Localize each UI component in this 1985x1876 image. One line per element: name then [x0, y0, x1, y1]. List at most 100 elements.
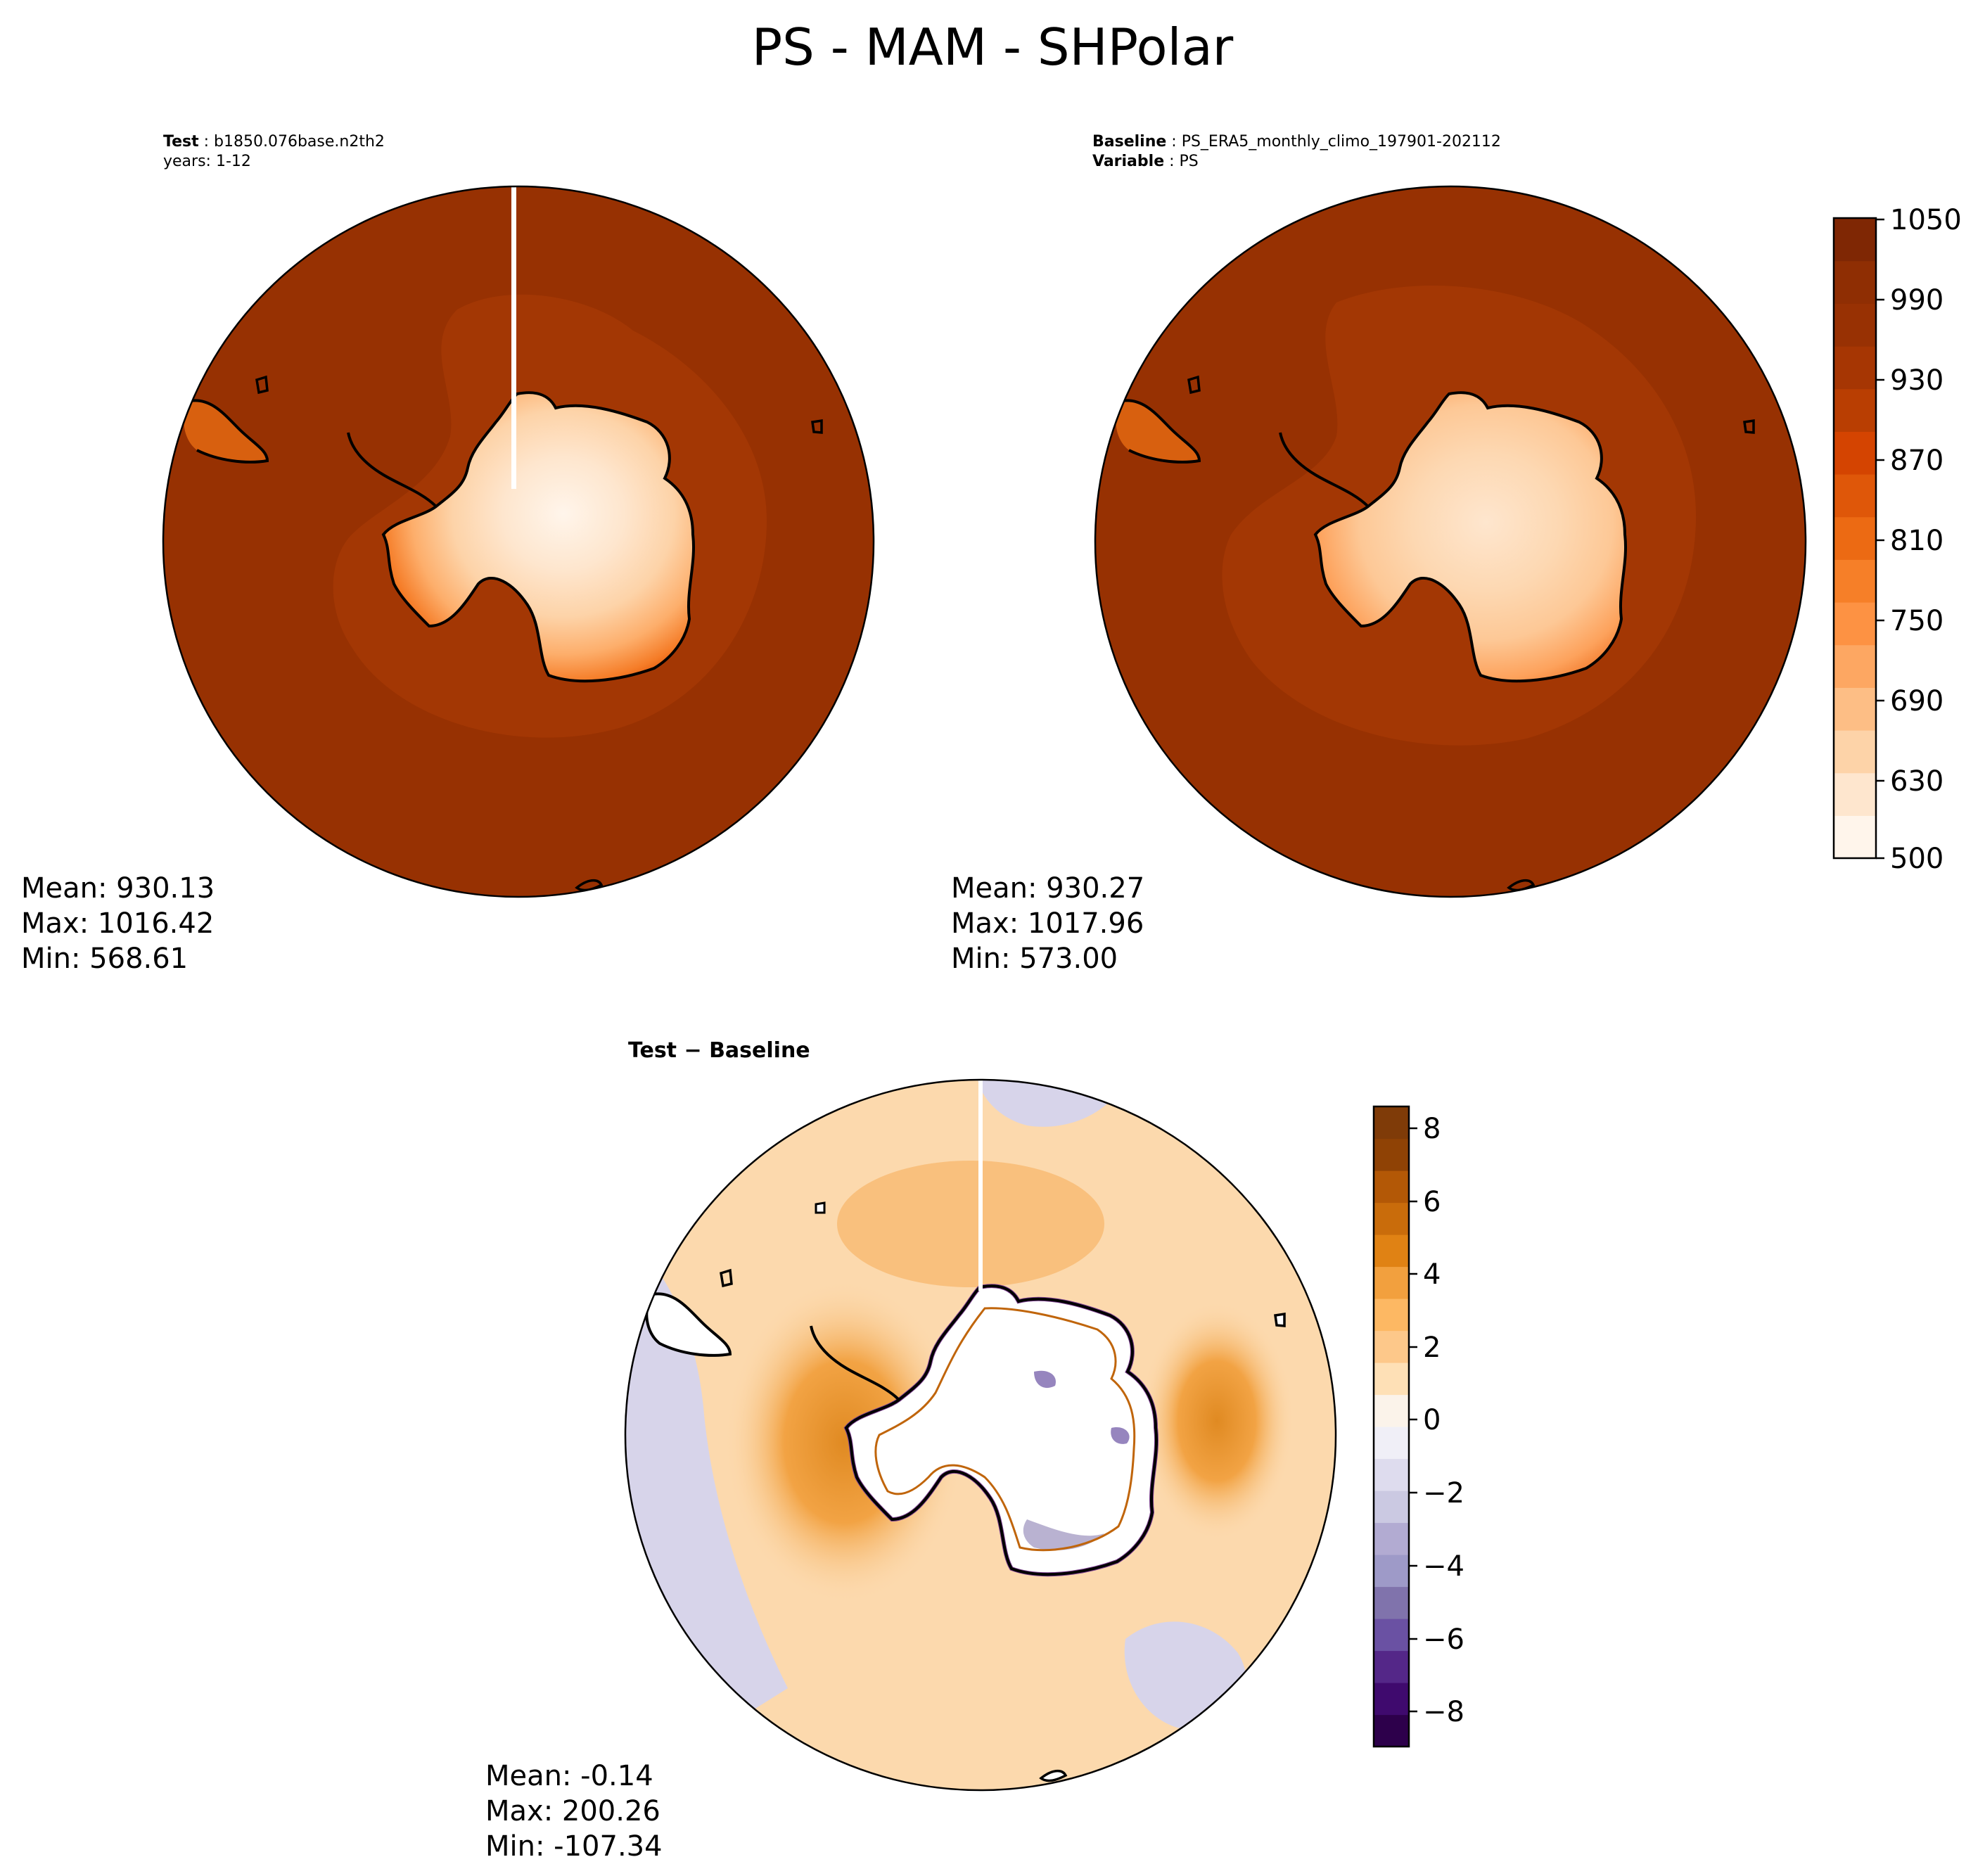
diff-warm-region-west	[725, 1280, 964, 1604]
abs-colorbar-tick-label: 750	[1890, 605, 1943, 637]
test-panel-label: Test : b1850.076base.n2th2 years: 1-12	[163, 133, 385, 170]
diff-colorbar-segment	[1374, 1266, 1409, 1299]
diff-antarctica-inner-blob-2	[1111, 1427, 1130, 1444]
baseline-island-2	[1743, 419, 1755, 434]
variable-label-value: PS	[1179, 153, 1199, 170]
baseline-stats: Mean: 930.27 Max: 1017.96 Min: 573.00	[951, 871, 1144, 976]
abs-colorbar-segment	[1834, 687, 1876, 731]
abs-colorbar-frame	[1832, 217, 1877, 860]
diff-colorbar-segment	[1374, 1714, 1409, 1747]
diff-colorbar-tick-label: 8	[1423, 1113, 1441, 1145]
baseline-island-1	[1187, 375, 1201, 395]
diff-stats: Mean: -0.14 Max: 200.26 Min: -107.34	[485, 1759, 663, 1864]
variable-label-key: Variable	[1092, 153, 1165, 170]
diff-colorbar-segment	[1374, 1683, 1409, 1716]
test-map-boundary	[162, 185, 875, 898]
test-missing-meridian	[511, 186, 516, 489]
diff-title-right: Baseline	[709, 1038, 810, 1063]
diff-warm-region-east	[1140, 1301, 1294, 1540]
abs-colorbar-segment	[1834, 730, 1876, 774]
abs-colorbar-segment	[1834, 303, 1876, 347]
baseline-island-3	[1507, 879, 1536, 892]
diff-colorbar-segment	[1374, 1555, 1409, 1588]
abs-colorbar-tick-label: 930	[1890, 364, 1943, 397]
diff-colorbar-frame	[1372, 1105, 1410, 1748]
abs-colorbar-segment	[1834, 346, 1876, 390]
diff-island-1	[720, 1268, 733, 1288]
figure-title: PS - MAM - SHPolar	[751, 18, 1234, 77]
baseline-coastline	[1279, 391, 1628, 683]
diff-colorbar-segment	[1374, 1586, 1409, 1619]
abs-colorbar-tick-label: 1050	[1890, 204, 1962, 236]
diff-antarctica-inner-purple	[1023, 1519, 1104, 1550]
baseline-max: Max: 1017.96	[951, 907, 1144, 940]
diff-colorbar-segment	[1374, 1138, 1409, 1171]
diff-colorbar-segment	[1374, 1394, 1409, 1427]
diff-colorbar-tick-label: −2	[1423, 1477, 1464, 1510]
diff-colorbar-segment	[1374, 1458, 1409, 1491]
diff-map-boundary	[624, 1078, 1337, 1792]
test-island-3	[575, 879, 604, 892]
abs-colorbar-segment	[1834, 602, 1876, 646]
abs-colorbar-segment	[1834, 559, 1876, 603]
test-coastline	[347, 391, 696, 683]
test-label-key: Test	[163, 133, 199, 151]
test-years: years: 1-12	[163, 153, 251, 170]
diff-land-peninsula	[645, 1292, 732, 1357]
abs-colorbar-segment	[1834, 772, 1876, 816]
abs-colorbar-segment	[1834, 516, 1876, 560]
diff-colorbar-tick-label: −8	[1423, 1696, 1464, 1728]
test-land-peninsula	[184, 400, 267, 462]
diff-title-sep: −	[677, 1038, 710, 1063]
baseline-mean: Mean: 930.27	[951, 872, 1145, 905]
baseline-map	[1094, 185, 1807, 898]
diff-colorbar-segment	[1374, 1298, 1409, 1332]
diff-colorbar-segment	[1374, 1106, 1409, 1140]
diff-colorbar-segment	[1374, 1170, 1409, 1204]
diff-colorbar-tick-label: 6	[1423, 1186, 1441, 1218]
baseline-panel-label: Baseline : PS_ERA5_monthly_climo_197901-…	[1092, 133, 1501, 170]
baseline-min: Min: 573.00	[951, 943, 1118, 975]
abs-colorbar-segment	[1834, 388, 1876, 432]
baseline-map-boundary	[1094, 185, 1807, 898]
diff-title-left: Test	[628, 1038, 677, 1063]
diff-colorbar-segment	[1374, 1234, 1409, 1268]
diff-colorbar-tick-label: 2	[1423, 1332, 1441, 1364]
abs-colorbar-tick-label: 500	[1890, 843, 1943, 875]
test-mean: Mean: 930.13	[21, 872, 215, 905]
abs-colorbar-segment	[1834, 260, 1876, 304]
abs-colorbar-tick-label: 990	[1890, 284, 1943, 317]
diff-antarctica-inner-blob-1	[1034, 1370, 1056, 1389]
test-map	[162, 185, 875, 898]
abs-colorbar-tick-label: 810	[1890, 525, 1943, 557]
baseline-label-value: PS_ERA5_monthly_climo_197901-202112	[1181, 133, 1501, 151]
diff-colorbar-tick-label: 0	[1423, 1404, 1441, 1436]
diff-colorbar-segment	[1374, 1650, 1409, 1683]
diff-colorbar-tick-label: −4	[1423, 1550, 1464, 1583]
baseline-land-peninsula	[1116, 400, 1199, 462]
test-min: Min: 568.61	[21, 943, 189, 975]
abs-colorbar-segment	[1834, 474, 1876, 518]
diff-mean: Mean: -0.14	[485, 1760, 653, 1792]
diff-max: Max: 200.26	[485, 1795, 660, 1827]
diff-colorbar-tick-label: −6	[1423, 1623, 1464, 1656]
abs-colorbar-segment	[1834, 218, 1876, 262]
test-island-1	[255, 375, 269, 395]
diff-inner-contour	[874, 1307, 1136, 1552]
diff-colorbar-segment	[1374, 1491, 1409, 1524]
test-max: Max: 1016.42	[21, 907, 215, 940]
diff-colorbar-segment	[1374, 1363, 1409, 1396]
diff-island-3	[1039, 1769, 1068, 1782]
abs-colorbar-segment	[1834, 815, 1876, 859]
abs-colorbar-tick-label: 690	[1890, 685, 1943, 717]
test-island-2	[811, 419, 823, 434]
diff-colorbar-segment	[1374, 1427, 1409, 1460]
diff-warm-region-north	[837, 1161, 1104, 1287]
diff-min: Min: -107.34	[485, 1830, 663, 1863]
diff-colorbar-tick-label: 4	[1423, 1258, 1441, 1291]
diff-missing-meridian	[978, 1080, 983, 1291]
diff-colorbar-segment	[1374, 1619, 1409, 1652]
abs-colorbar: 1050 990 930 870 810 750 690 630 500	[1832, 204, 1962, 875]
diff-panel-title: Test − Baseline	[628, 1038, 810, 1064]
